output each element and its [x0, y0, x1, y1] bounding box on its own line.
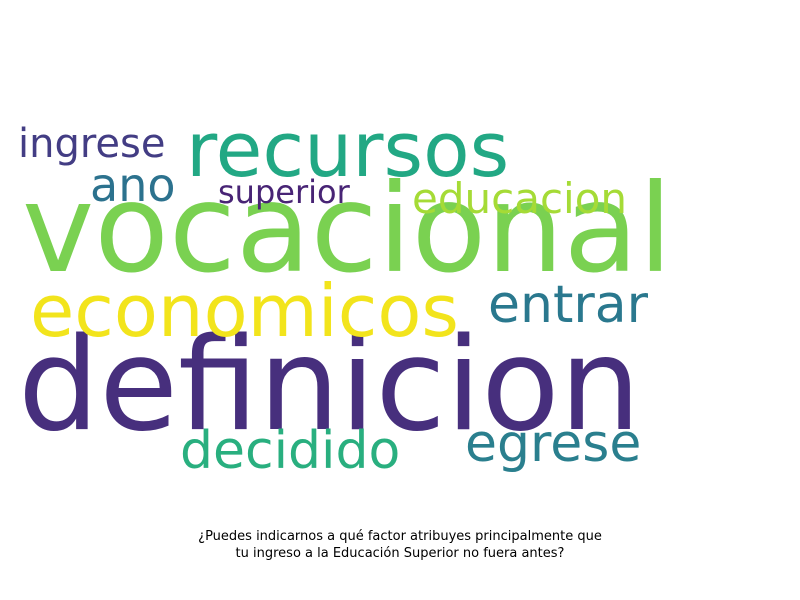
caption-line-1: ¿Puedes indicarnos a qué factor atribuye… — [198, 529, 602, 544]
word-economicos: economicos — [30, 269, 459, 353]
word-decidido: decidido — [180, 421, 401, 481]
word-definicion: definicion — [18, 311, 641, 460]
word-ingrese: ingrese — [18, 121, 166, 167]
word-egrese: egrese — [465, 414, 642, 474]
word-entrar: entrar — [488, 275, 648, 335]
word-recursos: recursos — [186, 105, 510, 194]
word-superior: superior — [218, 173, 350, 211]
word-vocacional: vocacional — [22, 158, 673, 300]
figure-caption: ¿Puedes indicarnos a qué factor atribuye… — [100, 528, 700, 562]
caption-line-2: tu ingreso a la Educación Superior no fu… — [235, 546, 565, 561]
word-educacion: educacion — [412, 174, 628, 223]
word-ano: ano — [90, 158, 176, 212]
word-cloud: definicion vocacional recursos economico… — [18, 105, 673, 481]
